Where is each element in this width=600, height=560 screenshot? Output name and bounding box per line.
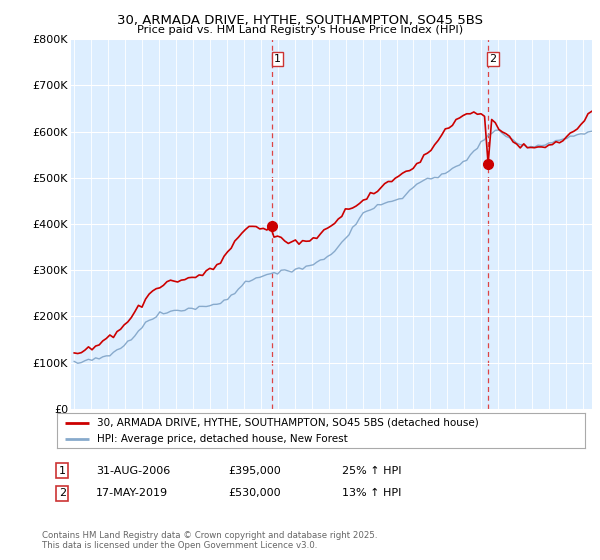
Text: 17-MAY-2019: 17-MAY-2019 — [96, 488, 168, 498]
Text: HPI: Average price, detached house, New Forest: HPI: Average price, detached house, New … — [97, 433, 347, 444]
Text: 1: 1 — [274, 54, 281, 64]
Text: Price paid vs. HM Land Registry's House Price Index (HPI): Price paid vs. HM Land Registry's House … — [137, 25, 463, 35]
Text: Contains HM Land Registry data © Crown copyright and database right 2025.
This d: Contains HM Land Registry data © Crown c… — [42, 531, 377, 550]
Text: £530,000: £530,000 — [228, 488, 281, 498]
Text: 31-AUG-2006: 31-AUG-2006 — [96, 466, 170, 476]
Text: 2: 2 — [59, 488, 66, 498]
Text: 2: 2 — [490, 54, 497, 64]
Text: 30, ARMADA DRIVE, HYTHE, SOUTHAMPTON, SO45 5BS: 30, ARMADA DRIVE, HYTHE, SOUTHAMPTON, SO… — [117, 14, 483, 27]
Text: 1: 1 — [59, 466, 66, 476]
Text: £395,000: £395,000 — [228, 466, 281, 476]
Text: 25% ↑ HPI: 25% ↑ HPI — [342, 466, 401, 476]
Text: 30, ARMADA DRIVE, HYTHE, SOUTHAMPTON, SO45 5BS (detached house): 30, ARMADA DRIVE, HYTHE, SOUTHAMPTON, SO… — [97, 418, 478, 428]
Text: 13% ↑ HPI: 13% ↑ HPI — [342, 488, 401, 498]
